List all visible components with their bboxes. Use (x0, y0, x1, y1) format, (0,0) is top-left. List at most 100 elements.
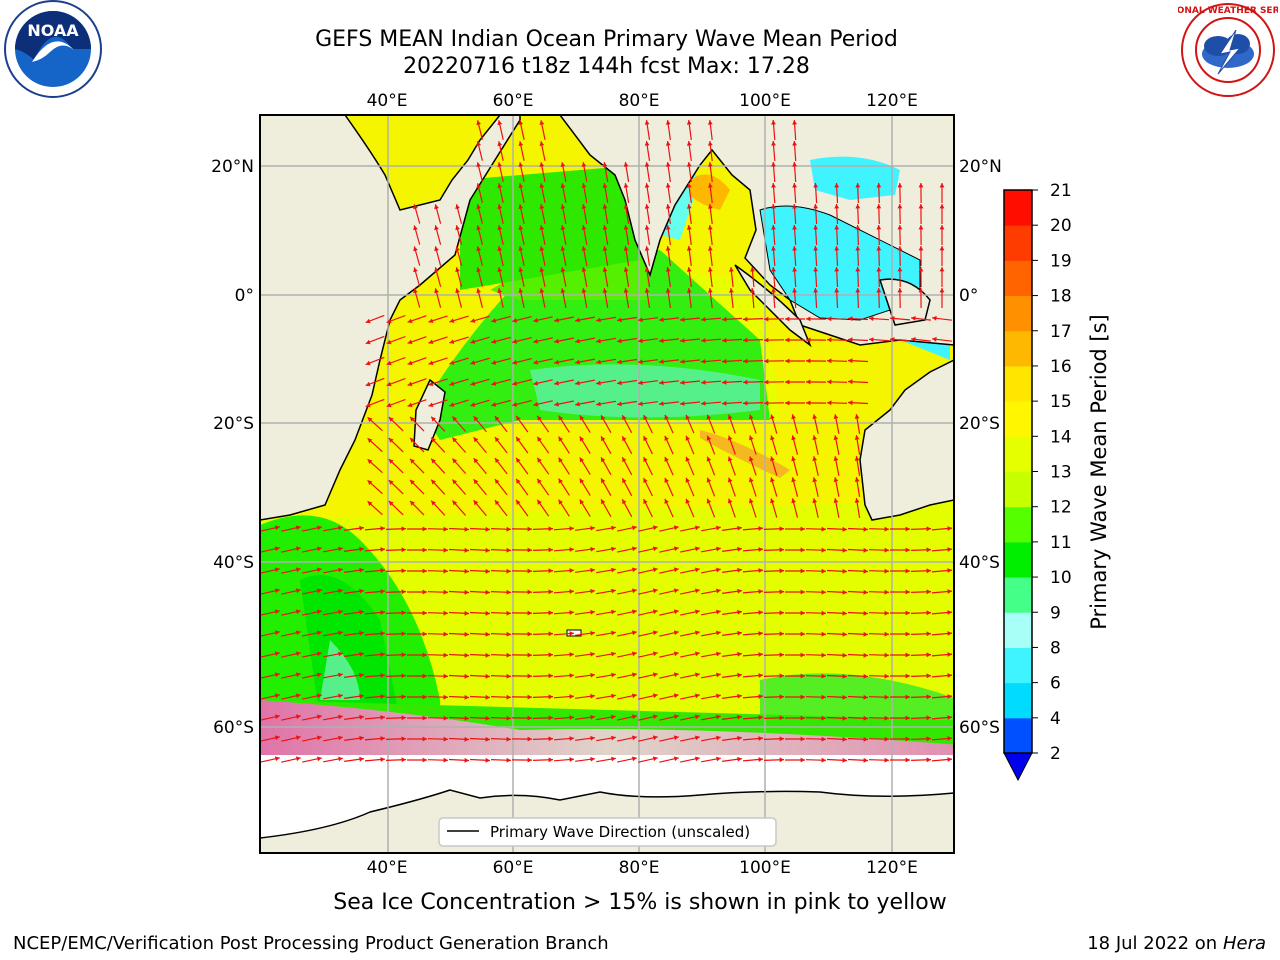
wave-arrow-head (848, 316, 853, 322)
wave-arrow-head (701, 359, 706, 364)
wave-arrow-head (652, 735, 658, 741)
wave-arrow-head (821, 757, 826, 763)
wave-arrow-head (926, 715, 931, 721)
wave-arrow-head (443, 757, 448, 763)
wave-arrow-head (485, 568, 490, 574)
wave-arrow-head (800, 757, 805, 763)
wave-arrow-head (485, 610, 490, 616)
wave-arrow-head (821, 547, 826, 553)
wave-arrow-head (367, 480, 373, 485)
wave-arrow-head (317, 630, 322, 636)
wave-arrow-head (813, 267, 818, 272)
wave-arrow-head (590, 651, 595, 657)
wave-arrow-head (716, 567, 721, 573)
wave-arrow-head (359, 525, 364, 531)
colorbar-tick-label: 21 (1050, 181, 1072, 201)
wave-arrow-head (842, 610, 847, 616)
wave-arrow-head (295, 651, 301, 657)
wave-arrow-head (473, 500, 479, 506)
wave-arrow-head (623, 246, 629, 251)
wave-arrow-head (407, 339, 413, 345)
wave-arrow-head (491, 402, 497, 407)
wave-arrow-head (476, 120, 481, 126)
wave-arrow-head (506, 547, 511, 553)
wave-arrow-head (617, 317, 622, 323)
wave-arrow-head (367, 459, 373, 464)
wave-arrow-head (623, 288, 629, 293)
wave-arrow-head (338, 651, 343, 657)
noaa-logo: NOAA (4, 0, 102, 98)
wave-arrow-head (800, 736, 805, 742)
wave-arrow-head (386, 318, 392, 324)
wave-arrow-head (579, 436, 585, 442)
wave-arrow-head (428, 360, 434, 365)
wave-arrow-head (680, 401, 685, 406)
wave-arrow-head (926, 652, 931, 658)
colorbar-swatch (1004, 225, 1032, 261)
wave-arrow-head (407, 318, 413, 324)
lon-label-bottom: 80°E (619, 858, 660, 878)
wave-arrow-head (537, 457, 542, 463)
wave-arrow-head (644, 267, 650, 272)
wave-arrow-head (410, 437, 415, 443)
wave-arrow-head (632, 546, 637, 552)
wave-arrow-head (947, 526, 952, 531)
wave-arrow-head (716, 714, 721, 720)
wave-arrow-head (854, 456, 860, 461)
wave-arrow-head (506, 610, 511, 616)
wave-arrow-head (560, 183, 566, 188)
wave-arrow-head (842, 694, 847, 700)
wave-arrow-head (758, 568, 763, 573)
wave-arrow-head (833, 435, 839, 440)
wave-arrow-head (813, 204, 818, 209)
wave-arrow-head (413, 204, 418, 210)
wave-arrow-head (431, 458, 436, 464)
wave-arrow-head (401, 526, 406, 532)
wave-arrow-head (854, 477, 860, 482)
wave-arrow-head (497, 162, 503, 168)
wave-arrow-head (470, 339, 476, 344)
wave-arrow-head (470, 381, 476, 386)
wave-arrow-head (581, 225, 587, 230)
wave-arrow-head (365, 339, 371, 345)
wave-arrow-head (779, 694, 784, 700)
wave-arrow-head (800, 610, 805, 616)
lat-label-right: 20°N (959, 157, 1002, 177)
wave-arrow-head (686, 204, 692, 209)
wave-arrow-head (695, 693, 700, 699)
wave-arrow-head (579, 499, 585, 505)
wave-arrow-head (596, 401, 601, 407)
wave-arrow-head (380, 673, 385, 678)
wave-arrow-head (367, 417, 373, 422)
wave-arrow-head (380, 589, 385, 594)
wave-arrow-head (800, 715, 805, 721)
wave-arrow-head (443, 547, 448, 553)
wave-arrow-head (779, 526, 784, 532)
wave-arrow-head (295, 567, 301, 573)
wave-arrow-head (497, 267, 503, 273)
wave-arrow-head (401, 736, 406, 742)
wave-arrow-head (560, 225, 566, 230)
wave-arrow-head (884, 694, 889, 700)
wave-arrow-head (737, 630, 742, 636)
wave-arrow-head (695, 672, 700, 678)
wave-arrow-head (274, 693, 280, 699)
wave-arrow-head (812, 414, 818, 420)
wave-arrow-head (743, 379, 748, 385)
wave-arrow-head (622, 478, 627, 484)
wave-arrow-head (905, 715, 910, 721)
wave-arrow-head (274, 546, 280, 552)
wave-arrow-head (706, 477, 712, 483)
wave-arrow-head (317, 714, 322, 720)
wave-arrow-head (855, 267, 861, 272)
wave-arrow-head (590, 693, 595, 699)
map-subtitle: 20220716 t18z 144h fcst Max: 17.28 (403, 54, 810, 79)
wave-arrow-head (410, 416, 415, 422)
wave-arrow-head (274, 630, 280, 636)
wave-arrow-head (359, 630, 364, 636)
wave-arrow-head (602, 204, 608, 209)
wave-arrow-head (380, 757, 385, 762)
lat-label-left: 20°N (211, 157, 254, 177)
wave-arrow-head (897, 225, 903, 230)
wave-arrow-head (558, 415, 563, 421)
